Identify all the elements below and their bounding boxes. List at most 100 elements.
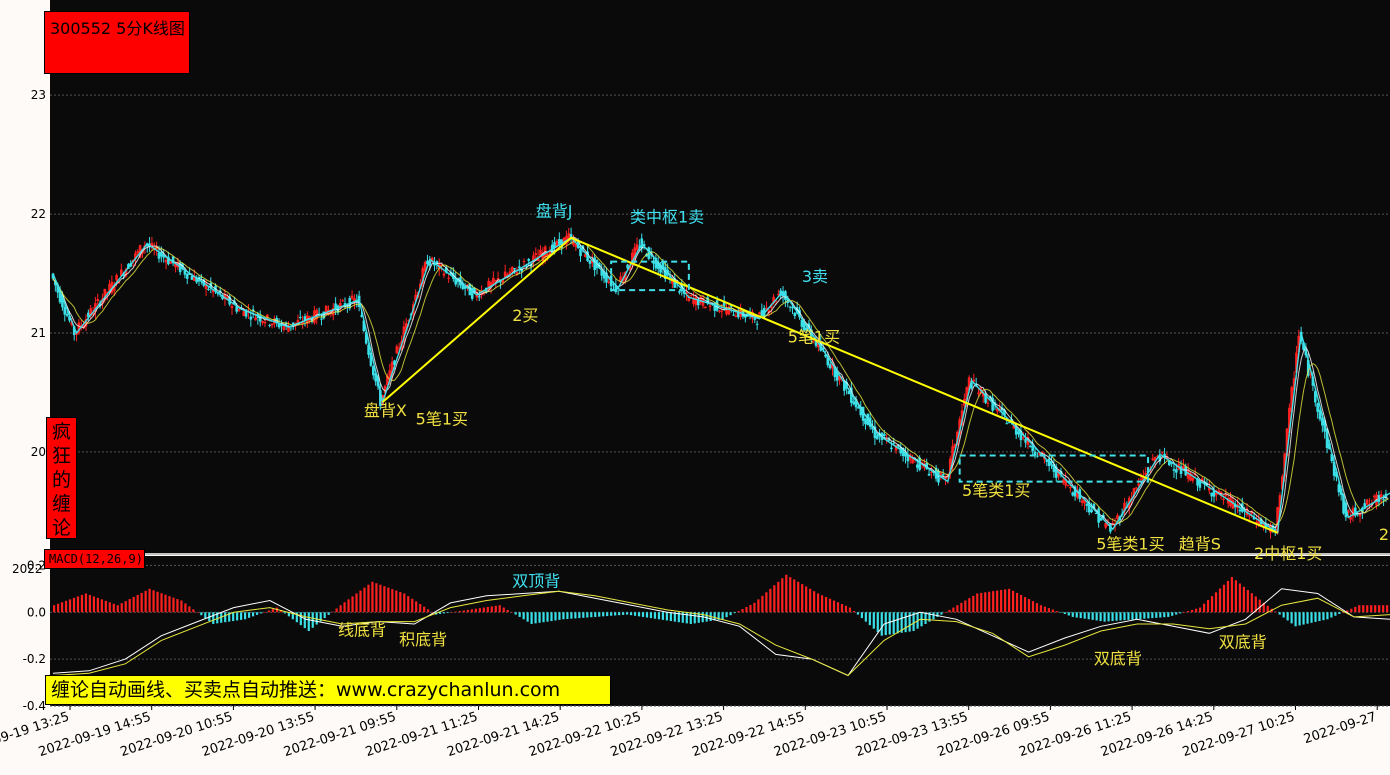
candle-body — [390, 361, 394, 375]
macd-bar — [132, 597, 135, 613]
macd-bar — [984, 592, 987, 613]
candle-body — [553, 242, 556, 248]
macd-bar — [112, 603, 115, 613]
macd-bar — [992, 591, 995, 613]
macd-bar — [880, 612, 883, 636]
candle-body — [1029, 445, 1032, 448]
macd-bar — [1175, 612, 1178, 615]
candle-body — [755, 323, 759, 325]
macd-bar — [100, 599, 103, 613]
macd-bar — [817, 593, 820, 613]
macd-bar — [1187, 611, 1190, 613]
macd-bar — [1210, 596, 1214, 613]
candle-body — [1083, 499, 1086, 504]
macd-bar — [936, 612, 939, 617]
macd-bar — [1214, 592, 1218, 613]
macd-bar — [1310, 612, 1313, 623]
candle-body — [1132, 488, 1136, 497]
signal-annotation: 2中枢1买 — [1254, 544, 1322, 563]
candle-body — [329, 310, 333, 314]
macd-tick-label: 0.2 — [27, 558, 46, 572]
candle-body — [760, 310, 764, 316]
macd-bar — [263, 611, 267, 613]
candle-body — [190, 275, 194, 280]
candle-body — [1290, 387, 1294, 412]
macd-bar — [1043, 606, 1047, 613]
macd-bar — [204, 612, 207, 619]
candle-body — [383, 385, 387, 394]
macd-bar — [868, 612, 871, 626]
candle-body — [266, 314, 269, 319]
candle-body — [150, 243, 154, 248]
macd-bar — [900, 612, 903, 633]
candle-body — [501, 279, 505, 283]
macd-bar — [419, 604, 422, 613]
candle-body — [331, 308, 335, 316]
macd-bar — [53, 605, 56, 613]
candle-body — [263, 321, 267, 324]
macd-bar — [976, 593, 979, 613]
macd-bar — [88, 594, 92, 613]
candle-body — [1014, 426, 1018, 435]
macd-bar — [192, 609, 195, 613]
candle-body — [223, 294, 227, 300]
candle-body — [1186, 469, 1190, 479]
macd-bar — [633, 612, 637, 616]
candle-body — [522, 261, 526, 263]
candle-body — [1255, 521, 1258, 523]
candle-body — [112, 286, 116, 292]
macd-bar — [212, 612, 215, 624]
candle-body — [1365, 499, 1369, 505]
candle-body — [673, 278, 677, 288]
macd-bar — [1274, 611, 1277, 613]
macd-bar — [948, 609, 951, 613]
macd-bar — [594, 612, 597, 617]
candle-body — [454, 278, 458, 285]
candle-body — [70, 321, 74, 326]
candle-body — [1158, 456, 1162, 462]
candle-body — [164, 260, 168, 263]
candle-body — [489, 282, 493, 287]
macd-bar — [1218, 588, 1222, 613]
macd-bar — [1151, 612, 1154, 619]
candle-body — [1092, 503, 1096, 508]
macd-bar — [832, 600, 836, 613]
candle-body — [1379, 494, 1383, 498]
macd-bar — [1346, 610, 1349, 613]
signal-annotation: 盘背J — [536, 201, 573, 220]
candle-body — [1163, 453, 1166, 458]
macd-bar — [1179, 612, 1182, 614]
macd-bar — [1266, 605, 1269, 613]
candle-body — [583, 254, 587, 257]
candle-body — [661, 262, 665, 270]
candle-body — [1264, 523, 1268, 528]
candle-body — [157, 252, 161, 259]
candle-body — [138, 245, 142, 258]
macd-annotation: 积底背 — [399, 630, 447, 649]
candle-body — [623, 272, 627, 281]
candle-body — [169, 261, 173, 264]
candle-body — [515, 272, 519, 275]
macd-bar — [733, 612, 736, 614]
macd-bar — [240, 612, 243, 620]
macd-bar — [1342, 612, 1345, 613]
candle-body — [753, 318, 757, 320]
macd-bar — [542, 612, 545, 623]
candle-body — [225, 296, 229, 300]
candle-body — [527, 259, 531, 261]
macd-bar — [526, 612, 529, 622]
candle-body — [875, 435, 879, 440]
macd-bar — [379, 584, 382, 613]
macd-bar — [351, 596, 354, 613]
candle-body — [1215, 493, 1218, 496]
macd-bar — [908, 612, 911, 632]
candle-body — [892, 443, 896, 445]
macd-bar — [1027, 599, 1031, 613]
candle-body — [1313, 391, 1317, 403]
macd-bar — [458, 611, 462, 613]
candle-body — [558, 239, 561, 245]
candle-body — [89, 308, 92, 316]
candle-body — [136, 251, 140, 254]
macd-bar — [116, 605, 119, 613]
